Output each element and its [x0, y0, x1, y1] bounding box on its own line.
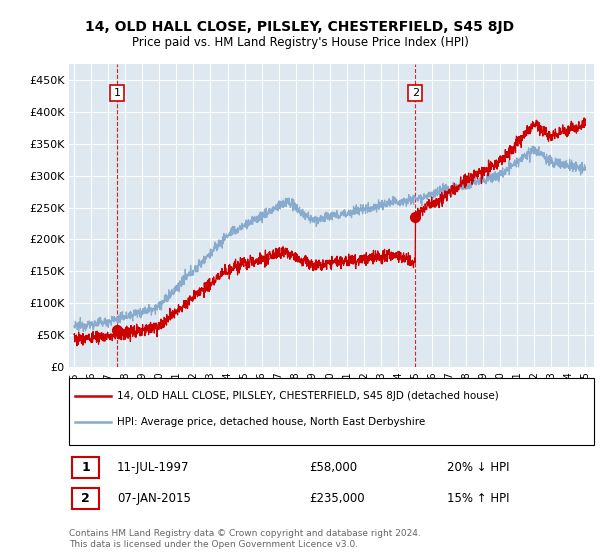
Text: 1: 1	[81, 461, 90, 474]
Text: 1: 1	[114, 88, 121, 98]
Text: 11-JUL-1997: 11-JUL-1997	[117, 461, 190, 474]
Text: £235,000: £235,000	[309, 492, 365, 505]
Text: 2: 2	[412, 88, 419, 98]
Text: 07-JAN-2015: 07-JAN-2015	[117, 492, 191, 505]
Text: Contains HM Land Registry data © Crown copyright and database right 2024.
This d: Contains HM Land Registry data © Crown c…	[69, 529, 421, 549]
Text: HPI: Average price, detached house, North East Derbyshire: HPI: Average price, detached house, Nort…	[117, 417, 425, 427]
Text: 14, OLD HALL CLOSE, PILSLEY, CHESTERFIELD, S45 8JD (detached house): 14, OLD HALL CLOSE, PILSLEY, CHESTERFIEL…	[117, 391, 499, 401]
Text: 15% ↑ HPI: 15% ↑ HPI	[447, 492, 509, 505]
Text: 14, OLD HALL CLOSE, PILSLEY, CHESTERFIELD, S45 8JD: 14, OLD HALL CLOSE, PILSLEY, CHESTERFIEL…	[85, 20, 515, 34]
Text: £58,000: £58,000	[309, 461, 357, 474]
Text: Price paid vs. HM Land Registry's House Price Index (HPI): Price paid vs. HM Land Registry's House …	[131, 36, 469, 49]
Text: 20% ↓ HPI: 20% ↓ HPI	[447, 461, 509, 474]
Text: 2: 2	[81, 492, 90, 505]
